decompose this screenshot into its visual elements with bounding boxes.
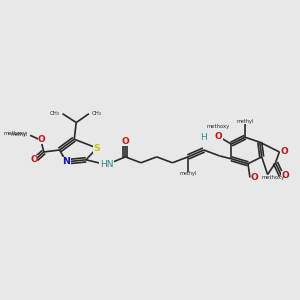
Text: methoxy: methoxy [4, 131, 27, 136]
Text: methoxy: methoxy [207, 124, 230, 129]
Text: O: O [281, 171, 289, 180]
Text: O: O [122, 137, 129, 146]
Text: O: O [38, 135, 46, 144]
Text: methyl: methyl [179, 172, 197, 176]
Text: N: N [62, 157, 70, 166]
Text: CH₃: CH₃ [50, 111, 59, 116]
Text: methyl: methyl [11, 132, 28, 137]
Text: methoxy: methoxy [262, 175, 285, 180]
Text: O: O [30, 155, 38, 164]
Text: CH₃: CH₃ [92, 111, 102, 116]
Text: O: O [251, 173, 259, 182]
Text: S: S [94, 143, 100, 152]
Text: O: O [280, 148, 288, 157]
Text: O: O [215, 132, 222, 141]
Text: methyl: methyl [236, 118, 254, 124]
Text: H: H [200, 133, 207, 142]
Text: HN: HN [100, 160, 113, 169]
